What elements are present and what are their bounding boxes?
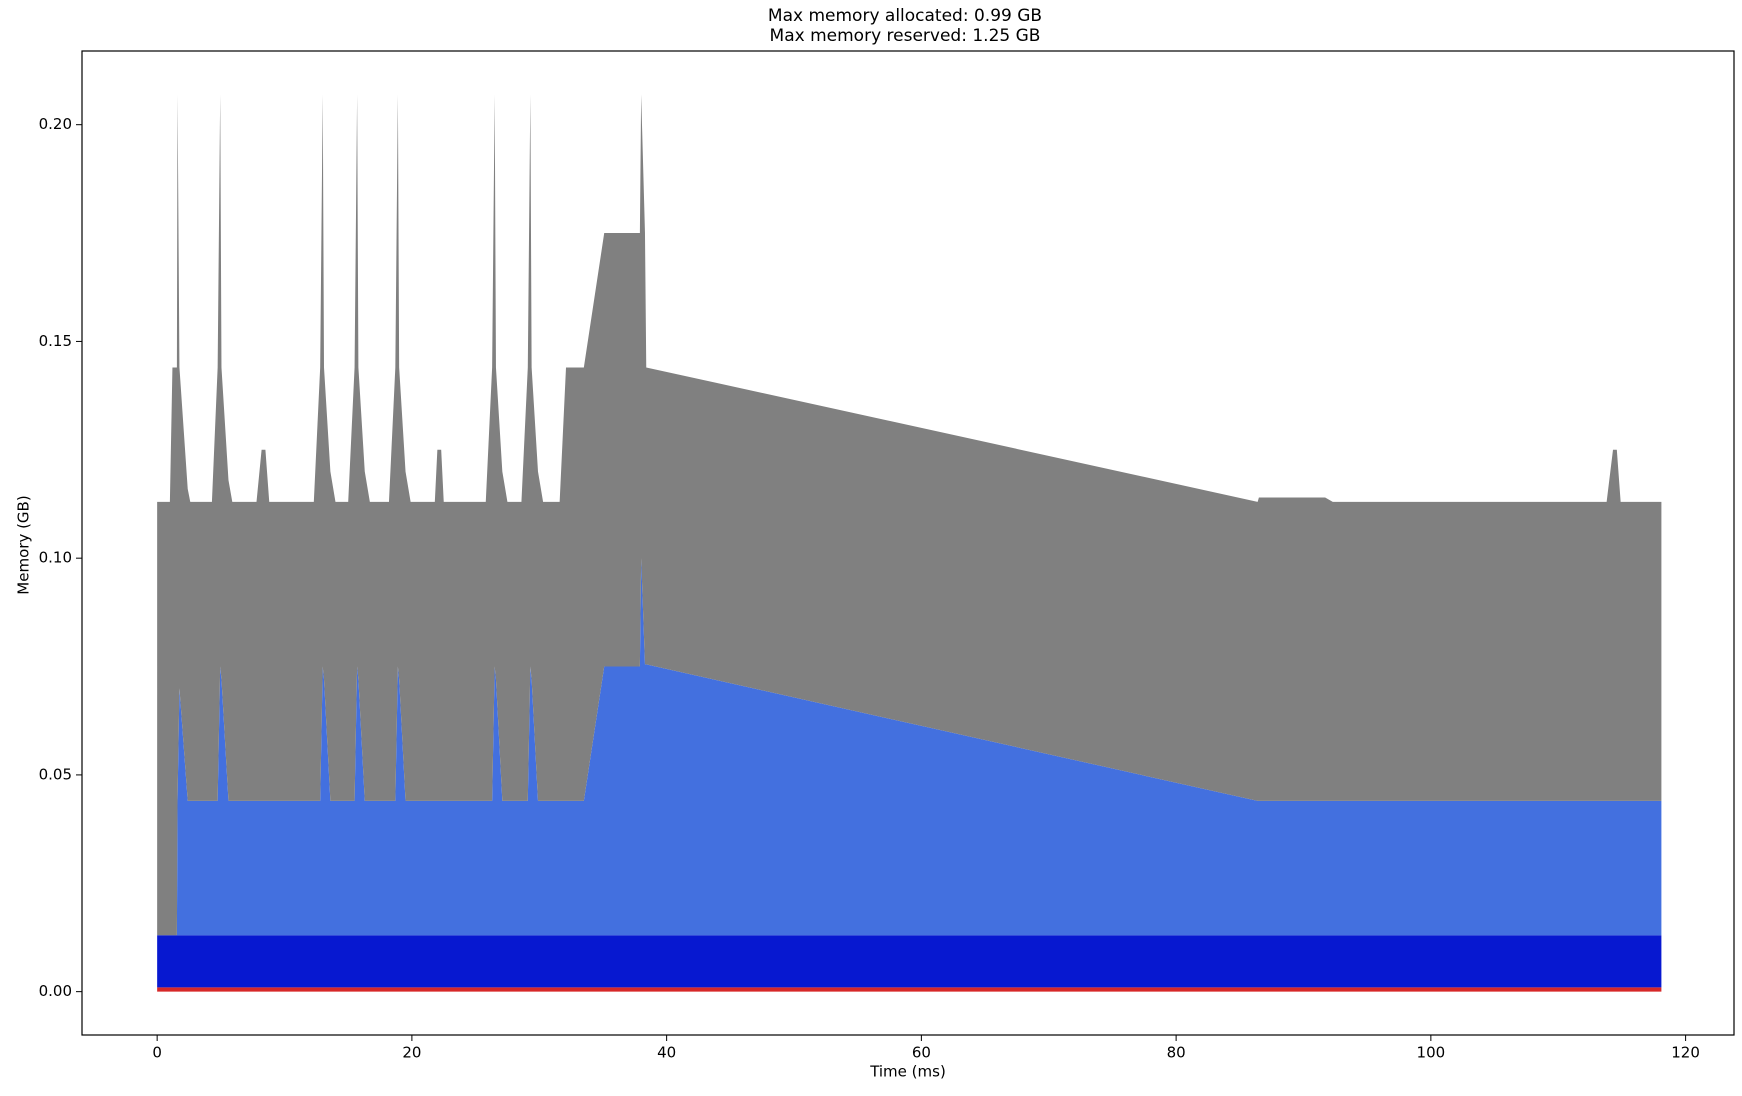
x-tick-label: 40 bbox=[657, 1044, 676, 1062]
area bbox=[157, 935, 1662, 988]
x-tick-label: 80 bbox=[1167, 1044, 1186, 1062]
chart-title: Max memory allocated: 0.99 GB bbox=[768, 6, 1042, 26]
y-tick-label: 0.05 bbox=[39, 765, 72, 783]
y-tick-label: 0.00 bbox=[39, 982, 72, 1000]
plot-frame bbox=[81, 50, 1735, 1036]
y-axis-label: Memory (GB) bbox=[15, 495, 33, 594]
area bbox=[157, 558, 1662, 936]
y-tick-label: 0.10 bbox=[39, 549, 72, 567]
y-tick-label: 0.20 bbox=[39, 115, 72, 133]
x-tick-label: 0 bbox=[152, 1044, 162, 1062]
area bbox=[157, 987, 1662, 992]
y-tick-label: 0.15 bbox=[39, 332, 72, 350]
x-tick-label: 100 bbox=[1417, 1044, 1446, 1062]
x-tick-label: 20 bbox=[402, 1044, 421, 1062]
chart-title: Max memory reserved: 1.25 GB bbox=[770, 26, 1041, 46]
x-tick-label: 60 bbox=[912, 1044, 931, 1062]
x-tick-label: 120 bbox=[1671, 1044, 1700, 1062]
area bbox=[157, 94, 1662, 936]
x-axis-label: Time (ms) bbox=[869, 1063, 946, 1081]
